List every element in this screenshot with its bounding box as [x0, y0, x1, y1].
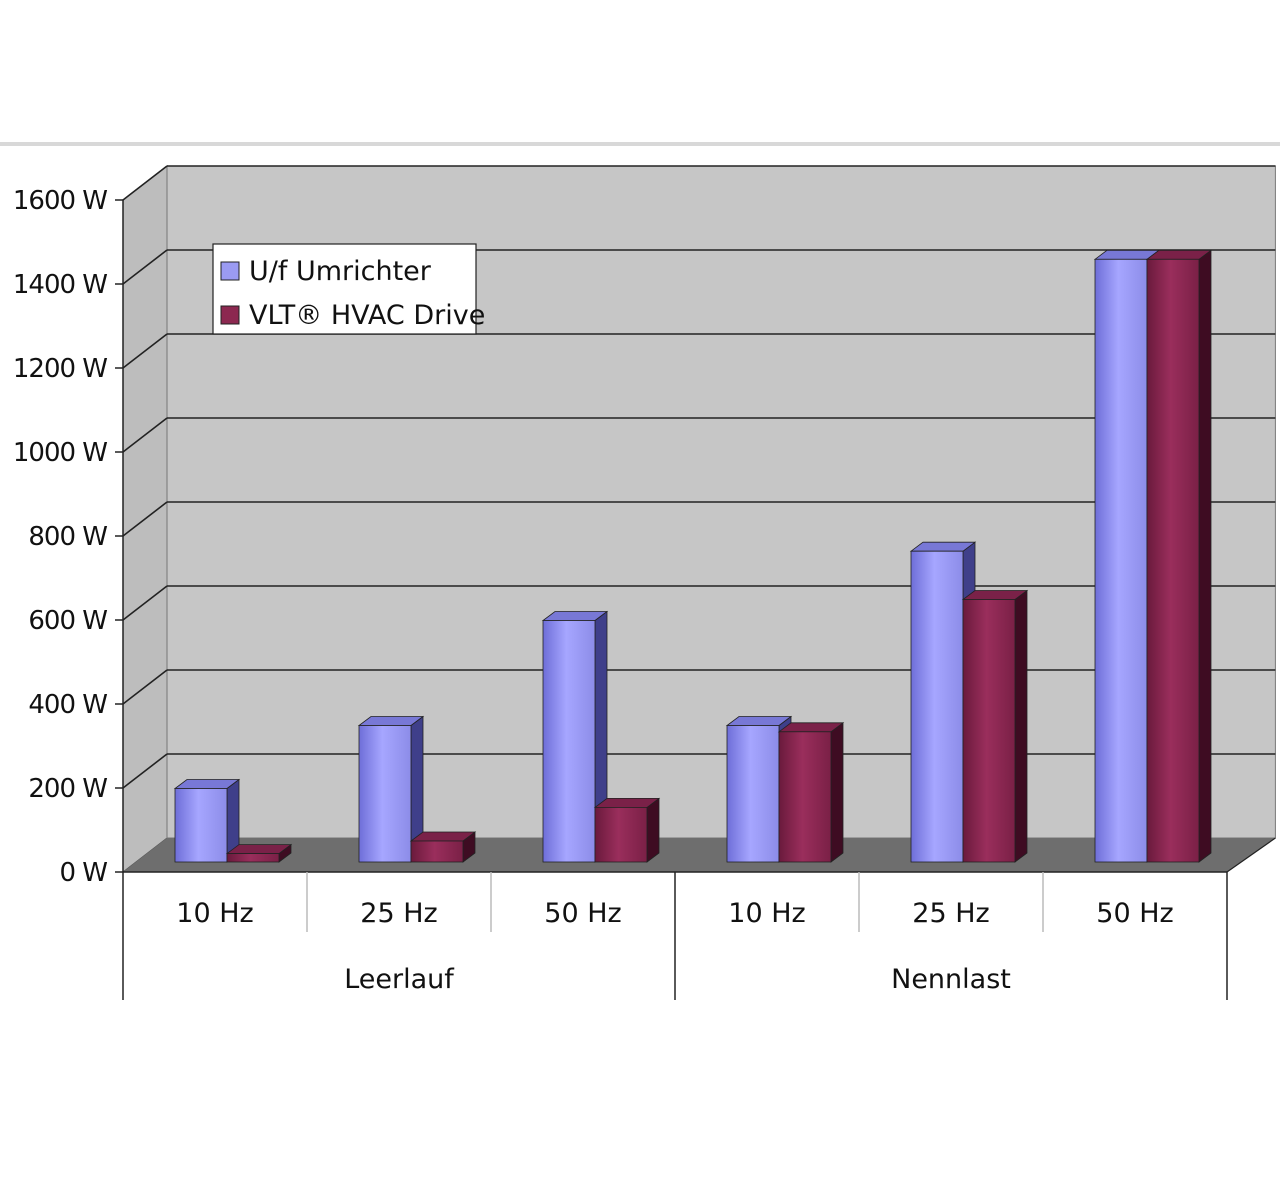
y-tick-label: 1400 W: [13, 270, 107, 300]
bar-1-4: [962, 599, 1016, 863]
bar-side-1-5: [1198, 249, 1212, 863]
top-divider: [0, 142, 1280, 146]
gridline-side: [122, 333, 168, 369]
y-tick-label: 1000 W: [13, 438, 107, 468]
legend-label: U/f Umrichter: [249, 256, 432, 287]
legend-label: VLT® HVAC Drive: [249, 300, 485, 331]
bar-1-2: [594, 807, 648, 863]
bar-1-0: [226, 853, 280, 863]
bar-0-0: [174, 788, 228, 863]
bar-top-1-0: [225, 844, 293, 854]
bar-side-1-4: [1014, 589, 1028, 863]
floor-edge: [1226, 837, 1276, 873]
y-tick-label: 800 W: [28, 522, 107, 552]
bar-top-1-2: [593, 798, 661, 808]
legend-swatch: [220, 261, 240, 281]
gridline-side: [122, 753, 168, 789]
bar-0-3: [726, 725, 780, 863]
gridline-side: [122, 417, 168, 453]
y-tick-label: 1200 W: [13, 354, 107, 384]
bar-0-2: [542, 620, 596, 863]
gridline-side: [122, 501, 168, 537]
bar-top-0-4: [909, 541, 977, 552]
x-category-label: 10 Hz: [728, 898, 805, 929]
bar-top-0-1: [357, 716, 425, 726]
bar-1-3: [778, 731, 832, 863]
bar-top-1-3: [777, 722, 845, 733]
bar-top-0-0: [173, 779, 241, 789]
bar-top-1-4: [961, 590, 1029, 600]
bar-side-1-2: [646, 797, 660, 863]
y-tick-label: 0 W: [59, 858, 107, 888]
x-category-label: 50 Hz: [1096, 898, 1173, 929]
x-category-label: 25 Hz: [912, 898, 989, 929]
y-tick-label: 200 W: [28, 774, 107, 804]
x-group-label: Leerlauf: [344, 964, 455, 995]
axes: 0 W 200 W 400 W 600 W 800 W 1000 W 1200 W 1400 …: [13, 186, 1276, 1000]
bar-top-0-2: [541, 611, 609, 621]
bar-1-1: [410, 840, 464, 863]
gridline-side: [122, 669, 168, 705]
bar-top-1-1: [409, 831, 477, 842]
y-tick-label: 1600 W: [13, 186, 107, 216]
bar-0-5: [1094, 258, 1148, 863]
bar-top-1-5: [1145, 249, 1213, 260]
x-category-label: 25 Hz: [360, 898, 437, 929]
gridline-side: [122, 165, 168, 201]
y-tick-label: 600 W: [28, 606, 107, 636]
bar-top-0-3: [725, 716, 793, 726]
x-group-label: Nennlast: [891, 964, 1011, 995]
x-category-label: 50 Hz: [544, 898, 621, 929]
bar-side-1-3: [830, 721, 844, 863]
legend: U/f Umrichter VLT® HVAC Drive: [212, 243, 485, 335]
legend-box: [212, 243, 477, 335]
legend-swatch: [220, 305, 240, 325]
x-category-label: 10 Hz: [176, 898, 253, 929]
bar-0-4: [910, 550, 964, 863]
y-tick-label: 400 W: [28, 690, 107, 720]
bar-1-5: [1146, 258, 1200, 863]
bars: [173, 249, 1213, 863]
bar-0-1: [358, 725, 412, 863]
gridline-side: [122, 249, 168, 285]
gridline-side: [122, 585, 168, 621]
